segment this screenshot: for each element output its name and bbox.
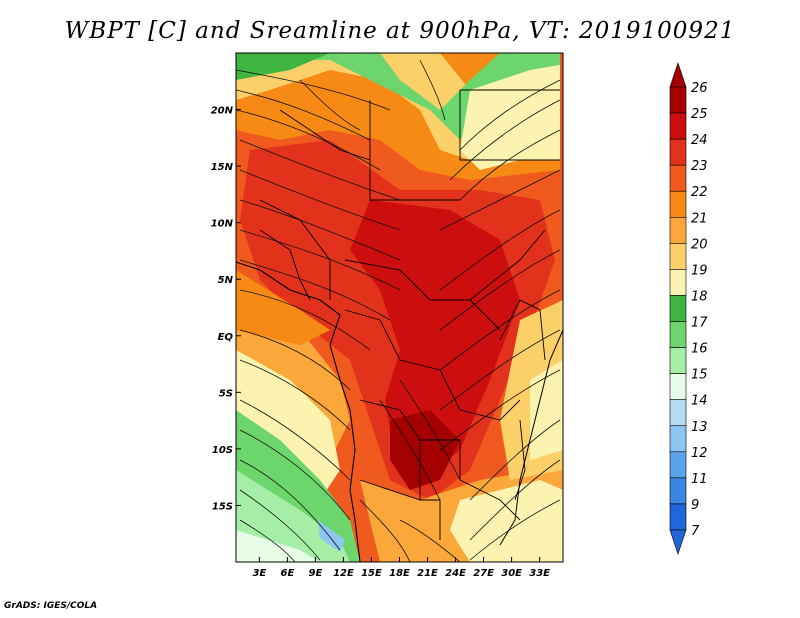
colorbar-swatch: [669, 138, 687, 166]
colorbar-swatch: [669, 164, 687, 192]
country-borders: [259, 89, 560, 540]
field-core-max: [390, 410, 460, 490]
colorbar-swatch: [669, 477, 687, 505]
lon-tick-label: 9E: [309, 568, 323, 579]
colorbar-label: 19: [691, 263, 708, 278]
colorbar-swatch: [669, 269, 687, 296]
field-south-pale: [450, 480, 563, 562]
colorbar-label: 12: [691, 446, 708, 461]
chart-title: WBPT [C] and Sreamline at 900hPa, VT: 20…: [64, 18, 736, 44]
colorbar-swatch: [669, 190, 687, 218]
colorbar-bottom-arrow: [669, 529, 687, 555]
coastline-east: [499, 329, 563, 546]
lat-tick-label: 5S: [219, 388, 233, 399]
colorbar-swatch: [669, 399, 687, 427]
lat-tick-label: EQ: [218, 332, 234, 343]
colorbar-label: 14: [691, 394, 708, 409]
lon-axis: 3E 6E 9E 12E 15E 18E 21E 24E 27E 30E 33E: [252, 557, 550, 579]
field-west-coast-pale: [236, 350, 340, 500]
lon-tick-label: 21E: [417, 568, 438, 579]
colorbar-label: 9: [691, 498, 699, 513]
colorbar-label: 25: [691, 107, 708, 122]
colorbar-label: 7: [691, 524, 700, 539]
colorbar-label: 20: [691, 237, 708, 252]
field-north-green-left: [236, 53, 330, 80]
lat-tick-label: 15N: [211, 162, 234, 173]
colorbar-top-arrow: [669, 62, 687, 88]
lon-tick-label: 30E: [501, 568, 522, 579]
colorbar-label: 17: [691, 316, 708, 331]
field-north-green: [236, 53, 560, 140]
colorbar-swatch: [669, 112, 687, 140]
colorbar-label: 21: [691, 211, 708, 226]
lon-tick-label: 12E: [333, 568, 354, 579]
lon-tick-label: 27E: [473, 568, 494, 579]
lat-tick-label: 20N: [211, 106, 234, 117]
colorbar-swatch: [669, 373, 687, 401]
lon-tick-label: 18E: [389, 568, 410, 579]
lat-tick-label: 10S: [212, 445, 233, 456]
coastline: [236, 261, 361, 562]
colorbar-swatch: [669, 503, 687, 531]
colorbar-label: 15: [691, 368, 708, 383]
colorbar-label: 24: [691, 133, 708, 148]
colorbar-swatch: [669, 216, 687, 244]
footer-credit: GrADS: IGES/COLA: [4, 601, 98, 611]
field-guinea: [236, 270, 330, 345]
colorbar-label: 26: [691, 81, 708, 96]
lon-tick-label: 24E: [445, 568, 466, 579]
lon-tick-label: 6E: [280, 568, 294, 579]
lat-tick-label: 10N: [211, 219, 234, 230]
lat-axis: 20N 15N 10N 5N EQ 5S 10S 15S: [211, 106, 241, 512]
colorbar-swatch: [669, 295, 687, 322]
colorbar-swatch: [669, 243, 687, 270]
colorbar-label: 13: [691, 420, 708, 435]
colorbar-label: 18: [691, 289, 708, 304]
colorbar-swatch: [669, 451, 687, 479]
colorbar-swatch: [669, 347, 687, 374]
field-east-pale: [530, 360, 563, 460]
lat-tick-label: 5N: [218, 275, 234, 286]
colorbar-label: 16: [691, 342, 708, 357]
lon-tick-label: 3E: [252, 568, 266, 579]
lat-tick-label: 15S: [212, 501, 233, 512]
lon-tick-label: 15E: [361, 568, 382, 579]
colorbar-label: 23: [691, 159, 708, 174]
lon-tick-label: 33E: [529, 568, 550, 579]
field-sw-blue: [318, 520, 345, 552]
colorbar-label: 11: [691, 472, 708, 487]
colorbar-swatch: [669, 425, 687, 453]
colorbar-label: 22: [691, 185, 708, 200]
streamlines: [236, 59, 561, 562]
field-core-darkest: [350, 200, 520, 480]
colorbar-swatch: [669, 321, 687, 348]
colorbar-swatch: [669, 86, 687, 114]
